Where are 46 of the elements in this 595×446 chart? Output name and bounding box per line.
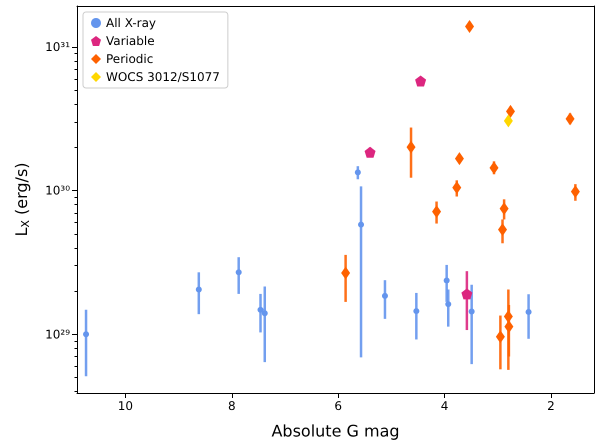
legend-label: WOCS 3012/S1077 [106,70,220,84]
legend-label: Periodic [106,52,154,66]
point [504,114,513,128]
point [196,286,202,292]
point [570,185,580,198]
x-axis-title: Absolute G mag [271,422,400,440]
x-tick-label: 8 [228,399,236,413]
point [236,269,242,276]
point [504,310,513,323]
legend-label: All X-ray [106,16,156,30]
point [452,181,462,194]
x-tick-label: 2 [547,399,555,413]
point [432,205,442,218]
point [461,288,472,300]
point [498,223,508,236]
y-tick-label: 10³⁰ [45,184,70,198]
y-tick-label: 10³¹ [45,40,70,54]
point [444,277,450,284]
point [341,266,350,280]
x-tick-label: 6 [334,399,342,413]
point [526,308,532,315]
point [506,104,515,118]
point [358,222,364,228]
x-tick-label: 4 [440,399,448,413]
point [406,140,416,154]
point [413,308,420,314]
point [504,320,514,334]
legend-label: Variable [106,34,155,48]
point [262,310,268,316]
y-axis-title: LX (erg/s) [12,162,32,237]
x-tick-label: 10 [118,399,134,413]
point [500,202,509,216]
point [415,75,426,86]
point [566,112,575,126]
point [382,292,388,299]
point [445,301,452,308]
point [354,169,361,176]
point [465,20,474,33]
point [454,152,464,166]
point [490,161,499,174]
point [258,306,264,313]
y-tick-label: 10²⁹ [45,327,70,342]
point [468,308,475,315]
point [364,146,376,158]
point [83,331,90,338]
point [496,330,505,344]
